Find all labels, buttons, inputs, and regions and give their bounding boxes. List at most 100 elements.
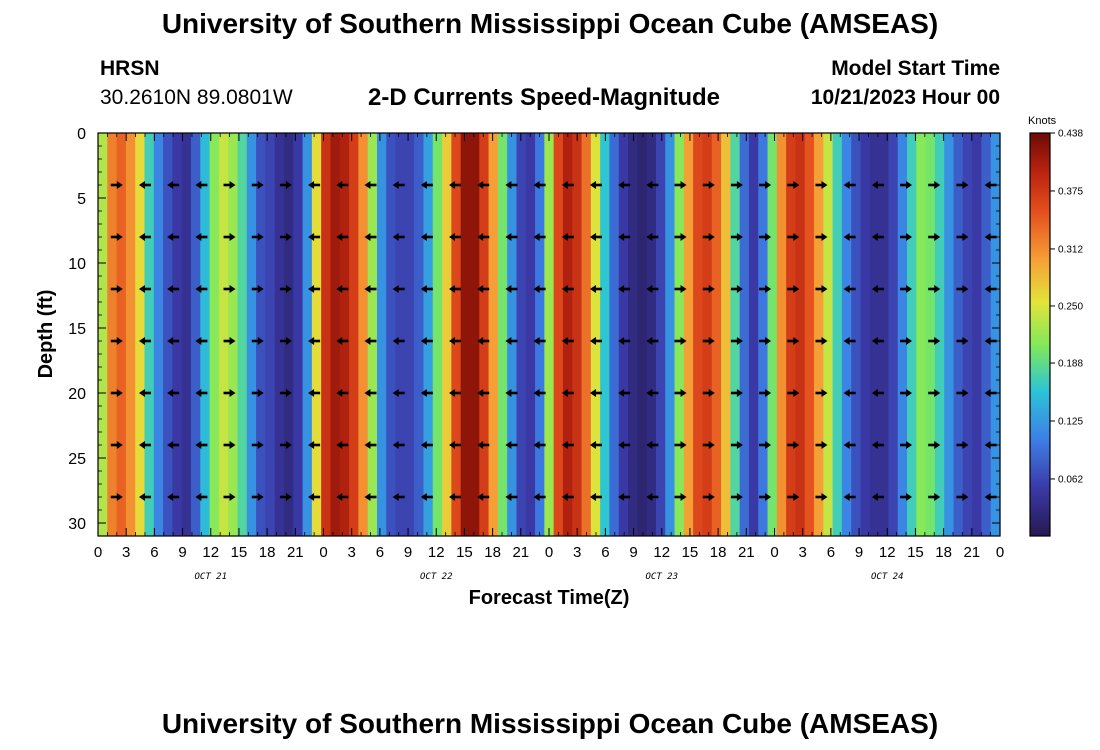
heatmap-cell <box>386 133 397 536</box>
current-vector-arrow <box>308 441 321 449</box>
current-vector-arrow <box>167 233 180 241</box>
heatmap-cell <box>860 133 871 536</box>
current-vector-arrow <box>674 181 687 189</box>
current-vector-arrow <box>195 285 208 293</box>
x-tick-label: 15 <box>231 544 248 561</box>
current-vector-arrow <box>251 389 264 397</box>
current-vector-arrow <box>533 285 546 293</box>
current-vector-arrow <box>815 233 828 241</box>
heatmap-cell <box>609 133 620 536</box>
current-vector-arrow <box>646 233 659 241</box>
heatmap-cell <box>730 133 741 536</box>
current-vector-arrow <box>477 337 490 345</box>
heatmap-cell <box>814 133 824 536</box>
current-vector-arrow <box>167 493 180 501</box>
current-vector-arrow <box>984 337 997 345</box>
current-vector-arrow <box>674 337 687 345</box>
current-vector-arrow <box>815 181 828 189</box>
heatmap-cell <box>618 133 629 536</box>
current-vector-arrow <box>956 493 969 501</box>
current-vector-arrow <box>900 337 913 345</box>
heatmap-cell <box>823 133 834 536</box>
current-vector-arrow <box>589 181 602 189</box>
current-vector-arrow <box>308 181 321 189</box>
x-tick-label: 18 <box>710 544 727 561</box>
current-vector-arrow <box>251 441 264 449</box>
current-vector-arrow <box>195 337 208 345</box>
current-vector-arrow <box>956 337 969 345</box>
x-tick-label: 15 <box>456 544 473 561</box>
current-vector-arrow <box>871 493 884 501</box>
heatmap-cell <box>488 133 499 536</box>
current-vector-arrow <box>730 493 743 501</box>
colorbar-tick-label: 0.062 <box>1058 474 1083 485</box>
heatmap-cell <box>283 133 294 536</box>
heatmap-cell <box>804 133 815 536</box>
colorbar-tick-label: 0.438 <box>1058 129 1083 140</box>
current-vector-arrow <box>674 441 687 449</box>
current-vector-arrow <box>364 233 377 241</box>
current-vector-arrow <box>195 181 208 189</box>
current-vector-arrow <box>336 493 349 501</box>
x-tick-label: 3 <box>799 544 807 561</box>
current-vector-arrow <box>110 337 123 345</box>
heatmap-cell <box>693 133 704 536</box>
current-vector-arrow <box>223 493 236 501</box>
current-vector-arrow <box>364 337 377 345</box>
current-vector-arrow <box>900 389 913 397</box>
heatmap-cell <box>748 133 759 536</box>
x-tick-label: 9 <box>629 544 637 561</box>
heatmap-cell <box>562 133 573 536</box>
heatmap-cell <box>544 133 555 536</box>
heatmap-cell <box>404 133 415 536</box>
current-vector-arrow <box>336 441 349 449</box>
chart-subtitle: 2-D Currents Speed-Magnitude <box>368 84 721 111</box>
x-tick-label: 3 <box>122 544 130 561</box>
current-vector-arrow <box>110 493 123 501</box>
heatmap-cell <box>981 133 992 536</box>
station-coordinates: 30.2610N 89.0801W <box>100 86 293 109</box>
current-vector-arrow <box>223 389 236 397</box>
current-vector-arrow <box>138 493 151 501</box>
current-vector-arrow <box>110 181 123 189</box>
current-vector-arrow <box>110 233 123 241</box>
heatmap-cell <box>497 133 508 536</box>
heatmap-cell <box>628 133 638 536</box>
current-vector-arrow <box>561 233 574 241</box>
current-vector-arrow <box>928 389 941 397</box>
current-vector-arrow <box>195 233 208 241</box>
current-vector-arrow <box>843 389 856 397</box>
heatmap-cell <box>460 133 471 536</box>
heatmap-cell <box>330 133 341 536</box>
current-vector-arrow <box>420 493 433 501</box>
current-vector-arrow <box>702 389 715 397</box>
current-vector-arrow <box>702 493 715 501</box>
current-vector-arrow <box>561 493 574 501</box>
current-vector-arrow <box>900 181 913 189</box>
current-vector-arrow <box>759 337 772 345</box>
current-vector-arrow <box>900 233 913 241</box>
heatmap-cell <box>786 133 797 536</box>
current-vector-arrow <box>871 285 884 293</box>
current-vector-arrow <box>279 181 292 189</box>
heatmap-cell <box>683 133 694 536</box>
current-vector-arrow <box>110 389 123 397</box>
current-vector-arrow <box>505 441 518 449</box>
current-vector-arrow <box>984 233 997 241</box>
current-vector-arrow <box>815 441 828 449</box>
heatmap-cell <box>163 133 173 536</box>
current-vector-arrow <box>251 337 264 345</box>
current-vector-arrow <box>167 181 180 189</box>
current-vector-arrow <box>223 441 236 449</box>
current-vector-arrow <box>900 285 913 293</box>
current-vector-arrow <box>364 441 377 449</box>
heatmap-cell <box>953 133 964 536</box>
colorbar-title: Knots <box>1028 115 1057 127</box>
heatmap-cell <box>107 133 118 536</box>
current-vector-arrow <box>223 181 236 189</box>
current-vector-arrow <box>759 493 772 501</box>
current-vector-arrow <box>533 233 546 241</box>
current-vector-arrow <box>477 493 490 501</box>
plot-axes: 0 3 6 9 12 15 18 21 0 3 6 9 12 15 18 21 0 3 6 9 12 15 18 21 0 3 6 9… <box>68 126 1004 582</box>
